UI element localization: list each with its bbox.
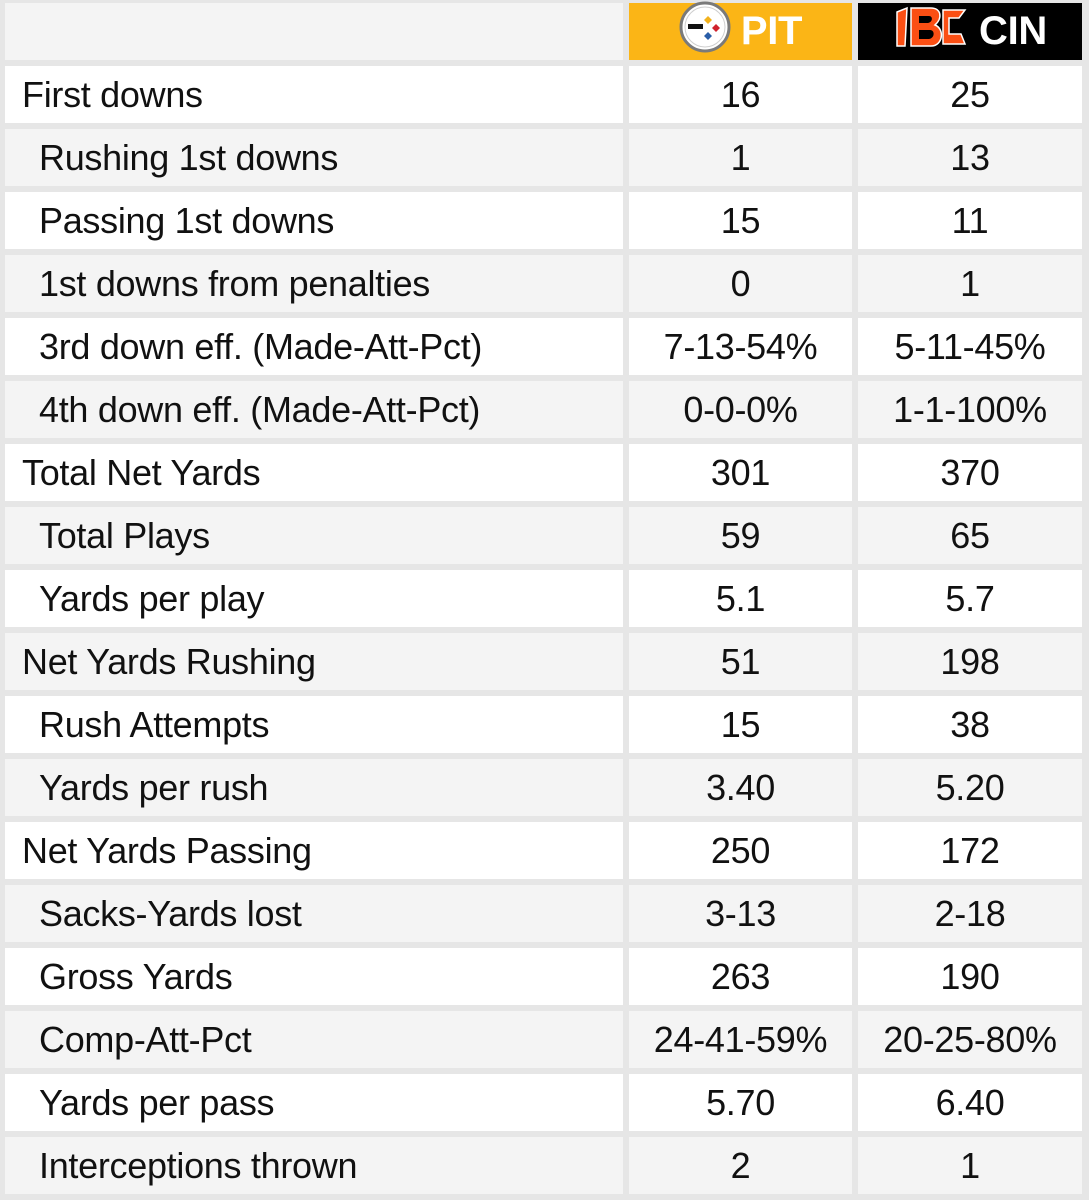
stat-value-pit: 301 bbox=[629, 444, 852, 501]
stat-value-cin: 370 bbox=[858, 444, 1082, 501]
team-abbr-cin: CIN bbox=[979, 9, 1047, 53]
table-row: Rush Attempts 15 38 bbox=[0, 693, 1089, 756]
stat-value-cin: 1 bbox=[858, 1137, 1082, 1194]
stat-label: Total Net Yards bbox=[5, 444, 623, 501]
table-row: Yards per pass 5.70 6.40 bbox=[0, 1071, 1089, 1134]
stat-label: Net Yards Rushing bbox=[5, 633, 623, 690]
stat-value-pit: 3-13 bbox=[629, 885, 852, 942]
table-row: Total Plays 59 65 bbox=[0, 504, 1089, 567]
table-row: Comp-Att-Pct 24-41-59% 20-25-80% bbox=[0, 1008, 1089, 1071]
stat-label: Rushing 1st downs bbox=[5, 129, 623, 186]
stat-label: 3rd down eff. (Made-Att-Pct) bbox=[5, 318, 623, 375]
stat-label: Yards per rush bbox=[5, 759, 623, 816]
stat-value-pit: 24-41-59% bbox=[629, 1011, 852, 1068]
stat-label: First downs bbox=[5, 66, 623, 123]
stat-label: Passing 1st downs bbox=[5, 192, 623, 249]
stat-label: Yards per play bbox=[5, 570, 623, 627]
table-row: Gross Yards 263 190 bbox=[0, 945, 1089, 1008]
stat-value-cin: 2-18 bbox=[858, 885, 1082, 942]
table-row: Rushing 1st downs 1 13 bbox=[0, 126, 1089, 189]
table-row: 3rd down eff. (Made-Att-Pct) 7-13-54% 5-11… bbox=[0, 315, 1089, 378]
stat-value-pit: 5.1 bbox=[629, 570, 852, 627]
steelers-logo-icon bbox=[679, 1, 731, 63]
stat-label: Gross Yards bbox=[5, 948, 623, 1005]
stat-label: Comp-Att-Pct bbox=[5, 1011, 623, 1068]
stat-value-cin: 11 bbox=[858, 192, 1082, 249]
stat-label: Sacks-Yards lost bbox=[5, 885, 623, 942]
stat-value-cin: 65 bbox=[858, 507, 1082, 564]
stat-value-pit: 2 bbox=[629, 1137, 852, 1194]
stat-value-cin: 198 bbox=[858, 633, 1082, 690]
stat-label: Yards per pass bbox=[5, 1074, 623, 1131]
stat-label: Total Plays bbox=[5, 507, 623, 564]
table-row: Total Net Yards 301 370 bbox=[0, 441, 1089, 504]
stat-value-pit: 16 bbox=[629, 66, 852, 123]
table-row: Interceptions thrown 2 1 bbox=[0, 1134, 1089, 1197]
stat-value-pit: 7-13-54% bbox=[629, 318, 852, 375]
table-row: Yards per rush 3.40 5.20 bbox=[0, 756, 1089, 819]
stat-value-cin: 25 bbox=[858, 66, 1082, 123]
stat-value-cin: 190 bbox=[858, 948, 1082, 1005]
table-row: 1st downs from penalties 0 1 bbox=[0, 252, 1089, 315]
table-row: Sacks-Yards lost 3-13 2-18 bbox=[0, 882, 1089, 945]
stat-value-cin: 6.40 bbox=[858, 1074, 1082, 1131]
stat-label: Interceptions thrown bbox=[5, 1137, 623, 1194]
team-header-cin: CIN bbox=[858, 3, 1082, 60]
table-row: Passing 1st downs 15 11 bbox=[0, 189, 1089, 252]
stat-value-pit: 263 bbox=[629, 948, 852, 1005]
table-row: Yards per play 5.1 5.7 bbox=[0, 567, 1089, 630]
stat-value-pit: 15 bbox=[629, 696, 852, 753]
table-row: Net Yards Rushing 51 198 bbox=[0, 630, 1089, 693]
stat-value-cin: 13 bbox=[858, 129, 1082, 186]
stat-value-cin: 20-25-80% bbox=[858, 1011, 1082, 1068]
stat-label: 1st downs from penalties bbox=[5, 255, 623, 312]
stat-value-cin: 5.7 bbox=[858, 570, 1082, 627]
bengals-logo-icon bbox=[893, 4, 969, 60]
stat-value-pit: 0 bbox=[629, 255, 852, 312]
stat-value-cin: 38 bbox=[858, 696, 1082, 753]
stat-value-pit: 0-0-0% bbox=[629, 381, 852, 438]
table-row: Net Yards Passing 250 172 bbox=[0, 819, 1089, 882]
stat-label: Rush Attempts bbox=[5, 696, 623, 753]
team-abbr-pit: PIT bbox=[740, 9, 803, 53]
table-row: First downs 16 25 bbox=[0, 63, 1089, 126]
stat-value-pit: 5.70 bbox=[629, 1074, 852, 1131]
stat-value-pit: 15 bbox=[629, 192, 852, 249]
header-label-cell bbox=[5, 3, 623, 60]
stat-value-pit: 1 bbox=[629, 129, 852, 186]
stat-value-cin: 172 bbox=[858, 822, 1082, 879]
team-header-pit: PIT bbox=[629, 1, 852, 63]
stat-value-cin: 1-1-100% bbox=[858, 381, 1082, 438]
stat-value-cin: 5-11-45% bbox=[858, 318, 1082, 375]
stat-value-pit: 59 bbox=[629, 507, 852, 564]
table-header-row: PIT CIN bbox=[0, 0, 1089, 63]
stat-value-cin: 1 bbox=[858, 255, 1082, 312]
stat-label: 4th down eff. (Made-Att-Pct) bbox=[5, 381, 623, 438]
stat-value-pit: 51 bbox=[629, 633, 852, 690]
stat-label: Net Yards Passing bbox=[5, 822, 623, 879]
table-row: 4th down eff. (Made-Att-Pct) 0-0-0% 1-1-10… bbox=[0, 378, 1089, 441]
stat-value-pit: 3.40 bbox=[629, 759, 852, 816]
stat-value-pit: 250 bbox=[629, 822, 852, 879]
stat-value-cin: 5.20 bbox=[858, 759, 1082, 816]
